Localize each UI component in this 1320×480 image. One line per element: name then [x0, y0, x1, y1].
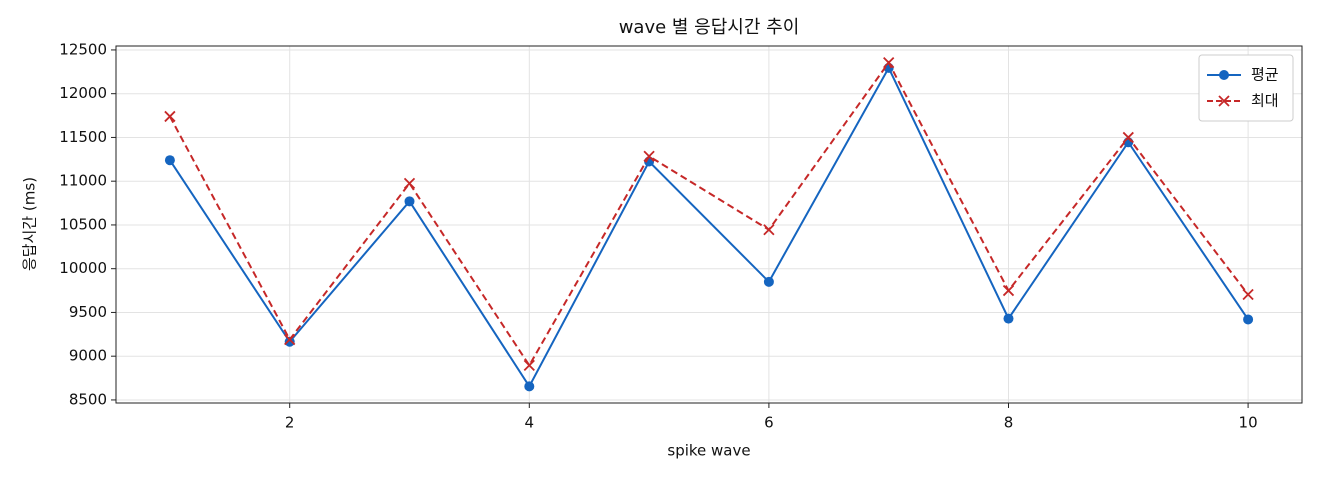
- data-point: [524, 381, 535, 392]
- data-point: [763, 276, 774, 287]
- y-tick-label: 10000: [59, 259, 107, 277]
- series-line: [169, 60, 1249, 368]
- data-point: [1242, 288, 1254, 301]
- x-tick-label: 10: [1239, 414, 1258, 432]
- series-line: [169, 65, 1249, 389]
- data-point: [883, 56, 895, 69]
- y-tick-label: 11000: [59, 172, 107, 190]
- y-tick-label: 11500: [59, 128, 107, 146]
- data-point: [1243, 314, 1254, 325]
- data-point: [763, 224, 775, 236]
- legend-label: 최대: [1251, 92, 1279, 110]
- x-tick-label: 4: [525, 414, 535, 432]
- data-point: [284, 333, 296, 346]
- data-point: [284, 336, 295, 347]
- legend-marker: [1218, 95, 1230, 107]
- x-axis-label: spike wave: [667, 442, 750, 460]
- legend-box: [1198, 54, 1294, 122]
- y-tick-label: 10500: [59, 215, 107, 233]
- y-tick-label: 12000: [59, 84, 107, 102]
- data-point: [164, 155, 175, 166]
- y-tick-label: 8500: [69, 390, 107, 408]
- data-point: [643, 150, 655, 162]
- legend-marker: [1219, 70, 1229, 80]
- x-tick-label: 6: [764, 414, 774, 432]
- data-point: [1002, 284, 1015, 297]
- data-point: [1003, 313, 1014, 324]
- data-point: [404, 196, 415, 207]
- chart-title: wave 별 응답시간 추이: [619, 17, 800, 38]
- y-tick-label: 9500: [69, 303, 107, 321]
- data-point: [1122, 131, 1134, 144]
- plot-frame: [115, 45, 1303, 404]
- y-axis-label: 응답시간 (ms): [21, 177, 39, 271]
- legend-label: 평균: [1251, 66, 1279, 84]
- y-tick-label: 12500: [59, 40, 107, 58]
- data-point: [523, 359, 535, 372]
- data-point: [164, 110, 176, 123]
- y-tick-label: 9000: [69, 347, 107, 365]
- x-tick-label: 8: [1004, 414, 1014, 432]
- x-tick-label: 2: [285, 414, 295, 432]
- data-point: [403, 177, 416, 190]
